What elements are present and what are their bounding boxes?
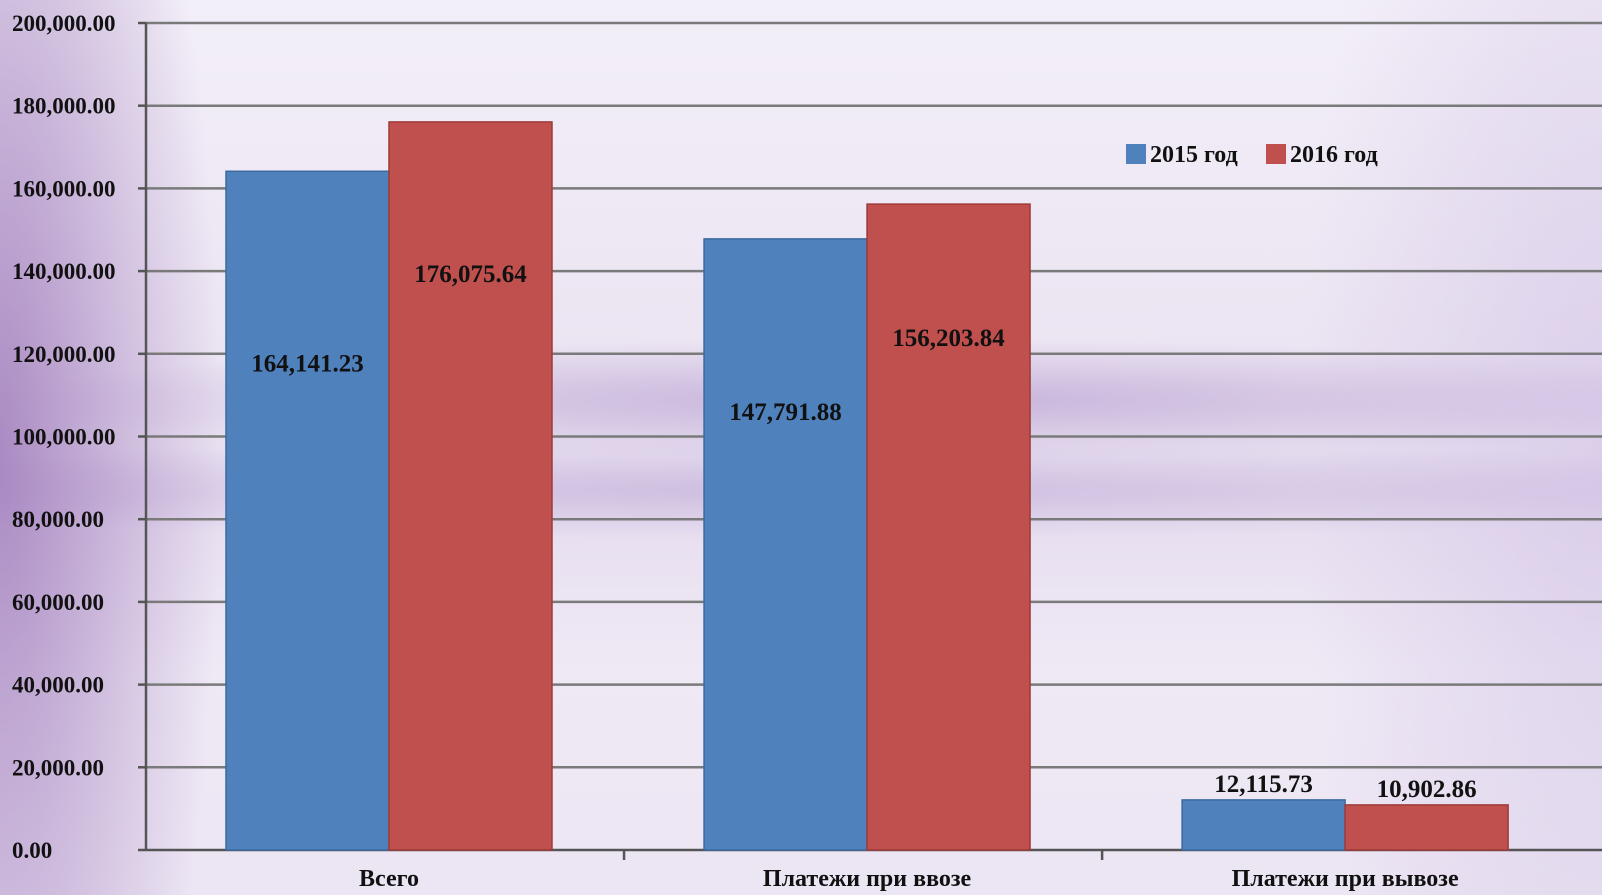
bars xyxy=(225,121,1509,851)
data-labels: 164,141.23 176,075.64 147,791.88 156,203.84… xyxy=(251,261,1476,803)
bar-series2 xyxy=(866,203,1031,851)
data-label: 164,141.23 xyxy=(251,350,364,377)
legend-label: 2015 год xyxy=(1150,142,1238,168)
bar-series1 xyxy=(703,238,868,851)
y-tick-label: 200,000.00 xyxy=(12,11,116,36)
y-tick-label: 40,000.00 xyxy=(12,673,104,698)
bar-series1 xyxy=(1181,799,1346,851)
y-tick-label: 0.00 xyxy=(12,838,52,863)
x-axis: Всего Платежи при ввозе Платежи при вывозе xyxy=(146,848,1602,892)
y-tick-label: 180,000.00 xyxy=(12,94,116,119)
data-label: 176,075.64 xyxy=(414,261,527,288)
y-tick-label: 120,000.00 xyxy=(12,342,116,367)
data-label: 147,791.88 xyxy=(729,399,842,426)
y-tick-label: 60,000.00 xyxy=(12,590,104,615)
y-tick-label: 100,000.00 xyxy=(12,425,116,450)
x-tick-label: Платежи при вывозе xyxy=(1232,866,1459,892)
legend-swatch xyxy=(1126,144,1146,164)
x-tick-label: Всего xyxy=(359,866,419,892)
data-label: 156,203.84 xyxy=(892,325,1005,352)
legend: 2015 год 2016 год xyxy=(1126,142,1378,168)
legend-swatch xyxy=(1266,144,1286,164)
legend-label: 2016 год xyxy=(1290,142,1378,168)
bar-series1 xyxy=(225,170,390,851)
y-tick-label: 160,000.00 xyxy=(12,176,116,201)
y-tick-label: 140,000.00 xyxy=(12,259,116,284)
x-tick-label: Платежи при ввозе xyxy=(763,866,972,892)
bar-series2 xyxy=(388,121,553,851)
y-tick-label: 80,000.00 xyxy=(12,507,104,532)
bar-series2 xyxy=(1344,804,1509,851)
data-label: 12,115.73 xyxy=(1214,771,1313,798)
y-axis: 0.00 20,000.00 40,000.00 60,000.00 80,000.00… xyxy=(12,11,148,863)
y-tick-label: 20,000.00 xyxy=(12,755,104,780)
data-label: 10,902.86 xyxy=(1377,776,1477,803)
